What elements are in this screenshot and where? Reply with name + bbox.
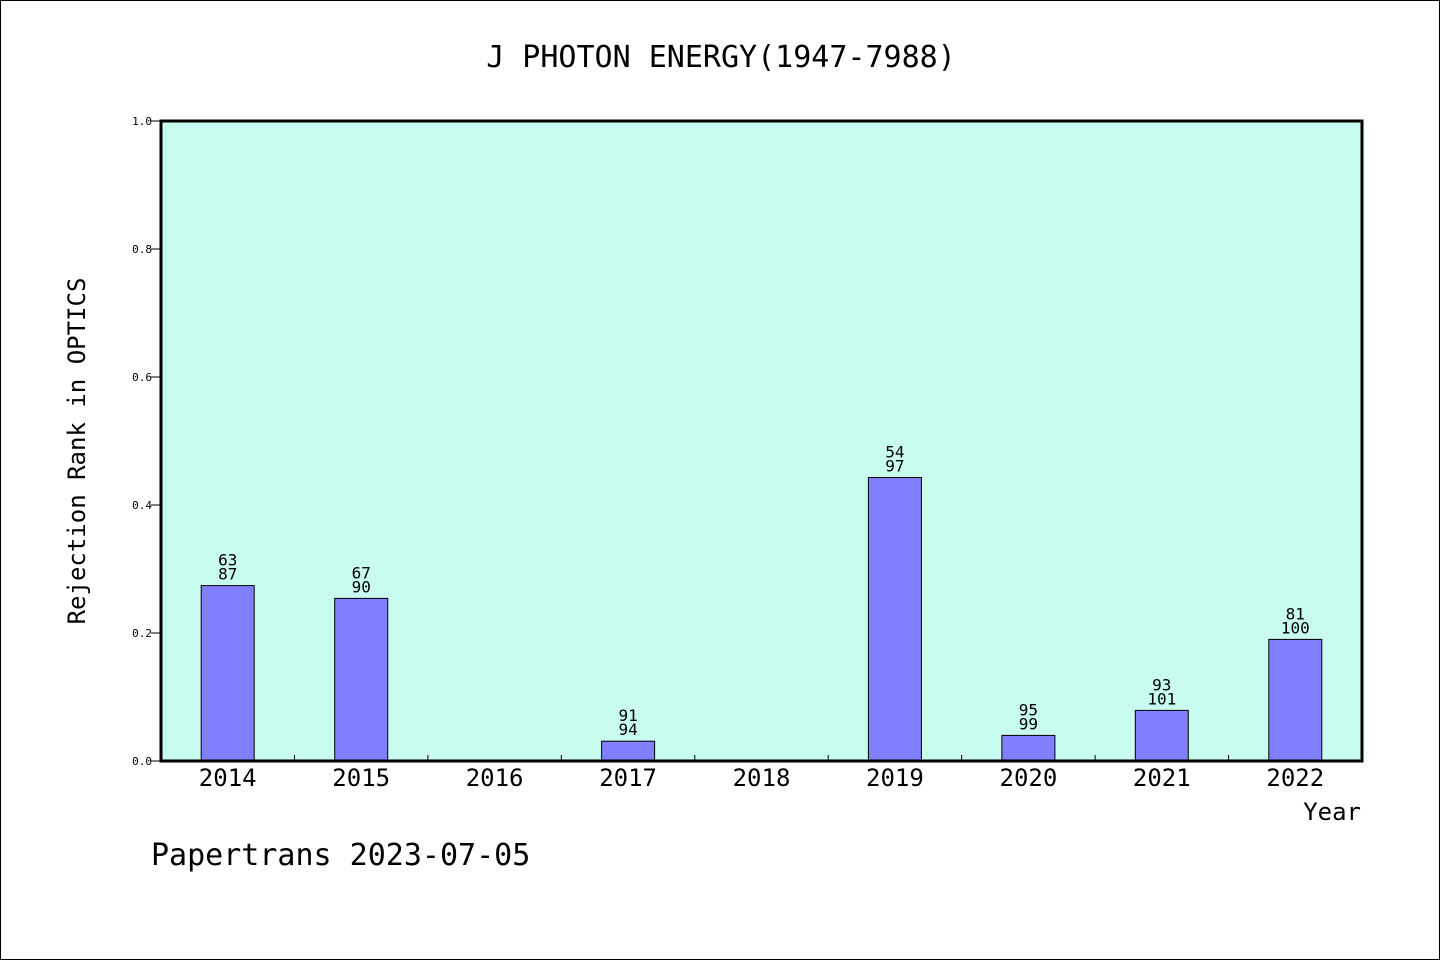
bar-label-2015-bottom: 90	[352, 577, 371, 596]
bar-2019	[867, 477, 922, 762]
bar-2017	[601, 740, 656, 762]
y-tick-label: 0.0	[132, 755, 152, 768]
x-axis-ticks: 2014 2015 2016 2017 2018 2019 2020 2021 2022	[199, 755, 1324, 792]
bar-label-2017-top: 91	[618, 706, 637, 725]
bar-2020	[1001, 734, 1056, 762]
x-tick-label-2022: 2022	[1266, 764, 1324, 792]
x-tick-label-2017: 2017	[599, 764, 657, 792]
bars-layer	[200, 477, 1323, 762]
x-axis-label: Year	[1303, 798, 1361, 826]
bar-label-2017-bottom: 94	[618, 720, 637, 739]
y-axis-ticks: 0.0 0.2 0.4 0.6 0.8 1.0	[132, 115, 161, 768]
bar-label-2014-top: 63	[218, 551, 237, 570]
bar-2021	[1134, 709, 1189, 762]
chart-title: J PHOTON ENERGY(1947-7988)	[486, 40, 956, 75]
footer-caption: Papertrans 2023-07-05	[151, 838, 530, 873]
y-tick-label: 0.8	[132, 243, 152, 256]
bar-2022	[1268, 638, 1323, 762]
x-tick-label-2019: 2019	[866, 764, 924, 792]
bar-label-2021-bottom: 101	[1147, 689, 1176, 708]
bar-label-2022-top: 81	[1286, 604, 1305, 623]
x-tick-label-2016: 2016	[466, 764, 524, 792]
x-tick-label-2020: 2020	[1000, 764, 1058, 792]
x-tick-label-2015: 2015	[332, 764, 390, 792]
y-tick-label: 0.4	[132, 499, 152, 512]
bar-label-2019-top: 54	[885, 443, 904, 462]
y-tick-label: 0.2	[132, 627, 152, 640]
bar-2015	[334, 597, 389, 762]
bar-label-2020-top: 95	[1019, 700, 1038, 719]
y-tick-label: 1.0	[132, 115, 152, 128]
bar-label-2021-top: 93	[1152, 675, 1171, 694]
bar-label-2020-bottom: 99	[1019, 714, 1038, 733]
x-tick-label-2018: 2018	[733, 764, 791, 792]
bar-label-2019-bottom: 97	[885, 457, 904, 476]
plot-border	[159, 119, 1364, 763]
y-axis-label: Rejection Rank in OPTICS	[63, 278, 91, 625]
y-tick-label: 0.6	[132, 371, 152, 384]
x-tick-label-2014: 2014	[199, 764, 257, 792]
x-tick-label-2021: 2021	[1133, 764, 1191, 792]
bar-label-2015-top: 67	[352, 563, 371, 582]
bar-label-2014-bottom: 87	[218, 565, 237, 584]
bar-2014	[200, 585, 255, 762]
bar-label-2022-bottom: 100	[1281, 618, 1310, 637]
